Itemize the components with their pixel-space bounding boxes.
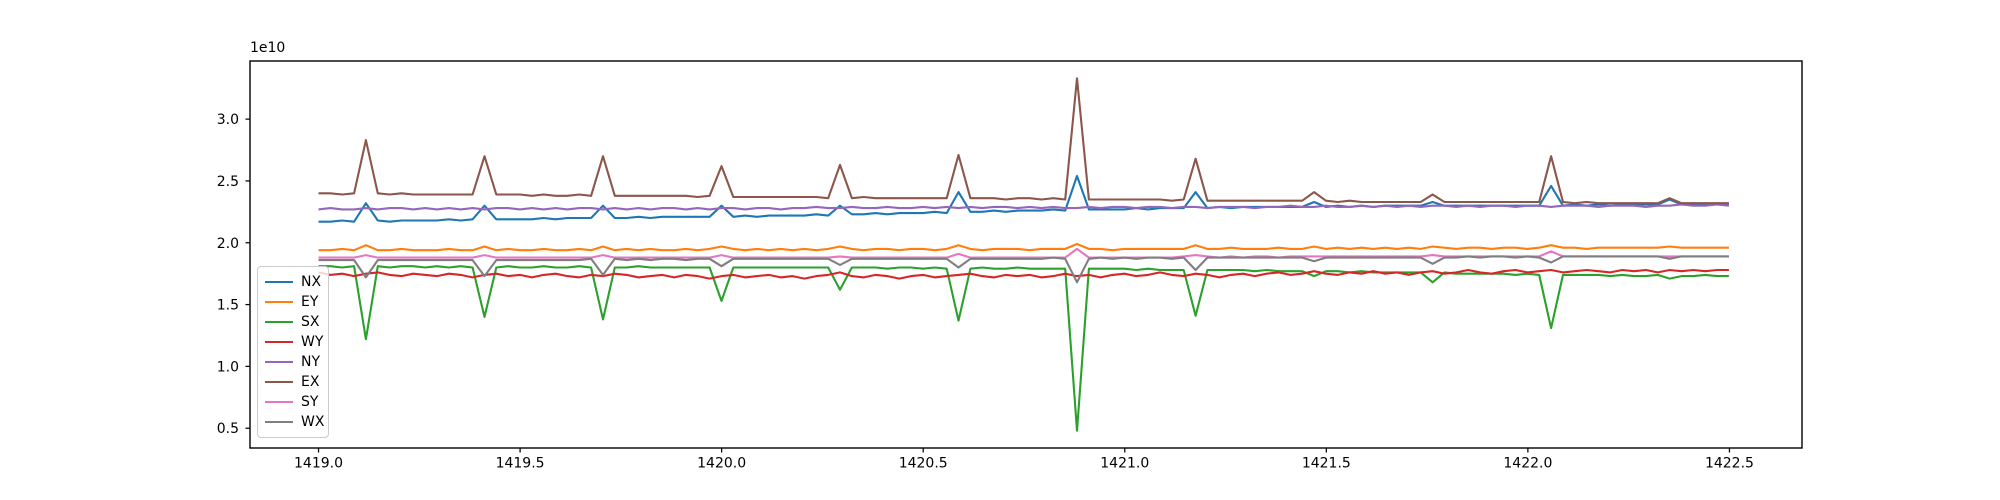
legend-entry-EX: EX <box>265 372 328 392</box>
y-axis-offset-label: 1e10 <box>250 40 286 56</box>
legend-line-swatch-EX <box>265 380 293 384</box>
y-tick-label: 3.0 <box>217 112 239 128</box>
y-tick-label: 2.0 <box>217 236 239 252</box>
legend-line-swatch-EY <box>265 300 293 304</box>
x-tick-label: 1421.5 <box>1302 456 1351 472</box>
x-tick-label: 1419.0 <box>294 456 343 472</box>
legend-label-NX: NX <box>301 274 322 290</box>
y-tick-label: 2.5 <box>217 174 239 190</box>
legend-line-swatch-SX <box>265 320 293 324</box>
legend-entry-NX: NX <box>265 272 328 292</box>
legend-line-swatch-NY <box>265 360 293 364</box>
x-tick-label: 1421.0 <box>1100 456 1149 472</box>
legend-line-swatch-WY <box>265 340 293 344</box>
legend-entry-SX: SX <box>265 312 328 332</box>
y-tick-label: 1.5 <box>217 298 239 314</box>
x-tick-label: 1422.5 <box>1705 456 1754 472</box>
legend-label-EY: EY <box>301 294 319 310</box>
legend-label-SY: SY <box>301 394 319 410</box>
y-tick-label: 0.5 <box>217 421 239 437</box>
legend-entry-EY: EY <box>265 292 328 312</box>
legend-entry-WY: WY <box>265 332 328 352</box>
series-line-NY <box>318 203 1730 211</box>
y-tick-label: 1.0 <box>217 359 239 375</box>
legend-label-EX: EX <box>301 374 320 390</box>
legend-line-swatch-NX <box>265 280 293 284</box>
legend-line-swatch-WX <box>265 420 293 424</box>
x-tick-label: 1422.0 <box>1503 456 1552 472</box>
legend-label-SX: SX <box>301 314 320 330</box>
series-line-WX <box>318 255 1729 284</box>
series-line-WY <box>318 268 1729 280</box>
series-line-EX <box>318 77 1729 205</box>
legend-entry-SY: SY <box>265 392 328 412</box>
x-tick-label: 1420.0 <box>697 456 746 472</box>
axes-spines <box>249 60 1803 449</box>
legend-line-swatch-SY <box>265 400 293 404</box>
x-tick-label: 1420.5 <box>899 456 948 472</box>
legend: NX EY SX WY NY EX SY WX <box>257 266 329 438</box>
legend-label-WX: WX <box>301 414 325 430</box>
series-line-SX <box>318 265 1729 432</box>
legend-label-WY: WY <box>301 334 324 350</box>
legend-entry-NY: NY <box>265 352 328 372</box>
legend-label-NY: NY <box>301 354 321 370</box>
legend-entry-WX: WX <box>265 412 328 432</box>
series-line-EY <box>318 242 1729 252</box>
x-tick-label: 1419.5 <box>496 456 545 472</box>
